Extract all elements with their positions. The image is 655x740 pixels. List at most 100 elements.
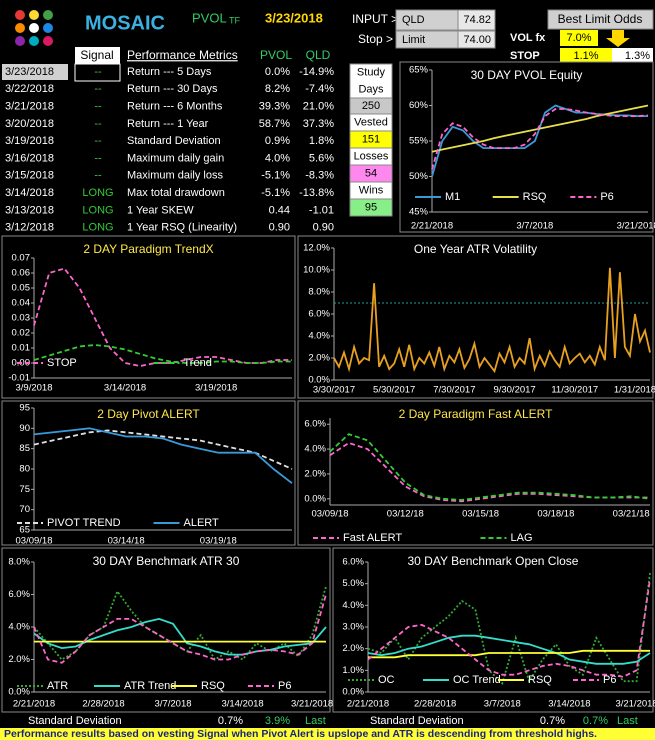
y-tick-label: 6.0% [304, 419, 326, 430]
row-signal: -- [94, 135, 102, 147]
legend-label: P6 [603, 674, 616, 686]
legend-label: ATR [47, 680, 68, 692]
row-metric: Maximum daily gain [127, 152, 224, 164]
legend-label: Trend [184, 357, 212, 369]
row-signal: -- [94, 170, 102, 182]
stat-text: Study [357, 66, 386, 78]
chart-frame [1, 235, 296, 399]
row-date: 3/16/2018 [5, 152, 54, 164]
legend-label: OC [378, 674, 395, 686]
row-date: 3/22/2018 [5, 83, 54, 95]
series-line [329, 433, 651, 501]
row-pvol: 58.7% [259, 118, 290, 130]
x-tick-label: 3/21/2018 [291, 699, 333, 710]
legend-label: ALERT [184, 517, 220, 529]
y-tick-label: 12.0% [303, 243, 330, 254]
ticker: QLD [402, 14, 425, 26]
row-metric: Maximum daily loss [127, 170, 223, 182]
x-tick-label: 03/09/18 [16, 536, 53, 547]
footer-note: Performance results based on vesting Sig… [4, 728, 597, 740]
series-line [33, 429, 293, 470]
y-tick-label: 6.0% [8, 589, 30, 600]
stat-text: 54 [365, 167, 377, 179]
x-tick-label: 2/28/2018 [414, 699, 456, 710]
y-tick-label: 55% [409, 136, 429, 147]
price: 74.82 [463, 14, 491, 26]
y-tick-label: 0.06 [12, 268, 31, 279]
y-tick-label: 65% [409, 65, 429, 76]
y-tick-label: 10.0% [303, 265, 330, 276]
symbol-suffix: TF [229, 15, 240, 25]
x-tick-label: 03/18/18 [537, 509, 574, 520]
row-qld: -1.01 [309, 204, 334, 216]
stat-text: 151 [362, 133, 380, 145]
chart-frame [1, 400, 296, 546]
row-pvol: -5.1% [261, 187, 290, 199]
x-tick-label: 2/21/2018 [411, 221, 453, 232]
stop3-cell [612, 48, 653, 63]
stat-text: Vested [354, 116, 388, 128]
logo-dot [43, 23, 53, 33]
y-tick-label: 0.02 [12, 328, 31, 339]
row-metric: Max total drawdown [127, 187, 225, 199]
stat-text: Wins [359, 184, 384, 196]
y-tick-label: -0.01 [8, 373, 30, 384]
x-tick-label: 3/7/2018 [484, 699, 521, 710]
stat-cell [349, 63, 393, 99]
legend-label: RSQ [528, 674, 552, 686]
row-date: 3/23/2018 [5, 66, 54, 78]
date-cell [2, 64, 68, 80]
footer-value: 0.7% [540, 715, 565, 727]
y-tick-label: 2.0% [342, 643, 364, 654]
arrow [606, 30, 630, 47]
y-tick-label: 2.0% [308, 353, 330, 364]
footer-row [0, 713, 655, 727]
legend-label: P6 [278, 680, 291, 692]
row-qld: 0.90 [313, 222, 334, 234]
x-tick-label: 3/30/2017 [313, 385, 355, 396]
x-tick-label: 3/21/2018 [615, 699, 655, 710]
row-signal: LONG [82, 187, 113, 199]
row-metric: Return --- 5 Days [127, 66, 212, 78]
y-tick-label: 75 [19, 484, 30, 495]
row-date: 3/20/2018 [5, 118, 54, 130]
y-tick-label: 95 [19, 403, 30, 414]
stat-text: 250 [362, 100, 380, 112]
x-tick-label: 2/28/2018 [82, 699, 124, 710]
row-qld: 37.3% [303, 118, 334, 130]
series-line [431, 104, 649, 153]
row-metric: 1 Year RSQ (Linearity) [127, 222, 237, 234]
y-tick-label: 6.0% [342, 557, 364, 568]
table-header: Performance Metrics [127, 48, 238, 62]
chart-title: One Year ATR Volatility [414, 242, 537, 256]
logo-dot [15, 36, 25, 46]
symbol: PVOL [192, 10, 227, 25]
logo [15, 10, 53, 46]
x-tick-label: 1/31/2018 [614, 385, 655, 396]
y-tick-label: 0.0% [8, 687, 30, 698]
row-signal: -- [94, 66, 102, 78]
brand: MOSAIC [85, 12, 165, 34]
series-line [33, 617, 327, 656]
row-qld: -7.4% [305, 83, 334, 95]
row-pvol: -5.1% [261, 170, 290, 182]
chart-title: 2 DAY Paradigm TrendX [83, 242, 213, 256]
legend-label: Fast ALERT [343, 532, 402, 544]
row-pvol: 4.0% [265, 152, 290, 164]
chart-title: 30 DAY PVOL Equity [471, 68, 583, 82]
row-signal: -- [94, 118, 102, 130]
row-signal: -- [94, 83, 102, 95]
row-pvol: 0.90 [269, 222, 290, 234]
y-tick-label: 0.0% [342, 687, 364, 698]
legend-label: ATR Trend [124, 680, 176, 692]
row-date: 3/19/2018 [5, 135, 54, 147]
signal-header-cell [75, 47, 120, 64]
x-tick-label: 03/15/18 [462, 509, 499, 520]
legend-label: P6 [600, 191, 613, 203]
row-pvol: 39.3% [259, 101, 290, 113]
y-tick-label: 1.0% [342, 665, 364, 676]
y-tick-label: 0.05 [12, 283, 31, 294]
series-line [368, 649, 650, 659]
chart-panel: 65 70 75 80 85 90 95 03/09/18 03/14/18 03/19/18 2 … [1, 400, 296, 547]
y-tick-label: 2.0% [304, 468, 326, 479]
